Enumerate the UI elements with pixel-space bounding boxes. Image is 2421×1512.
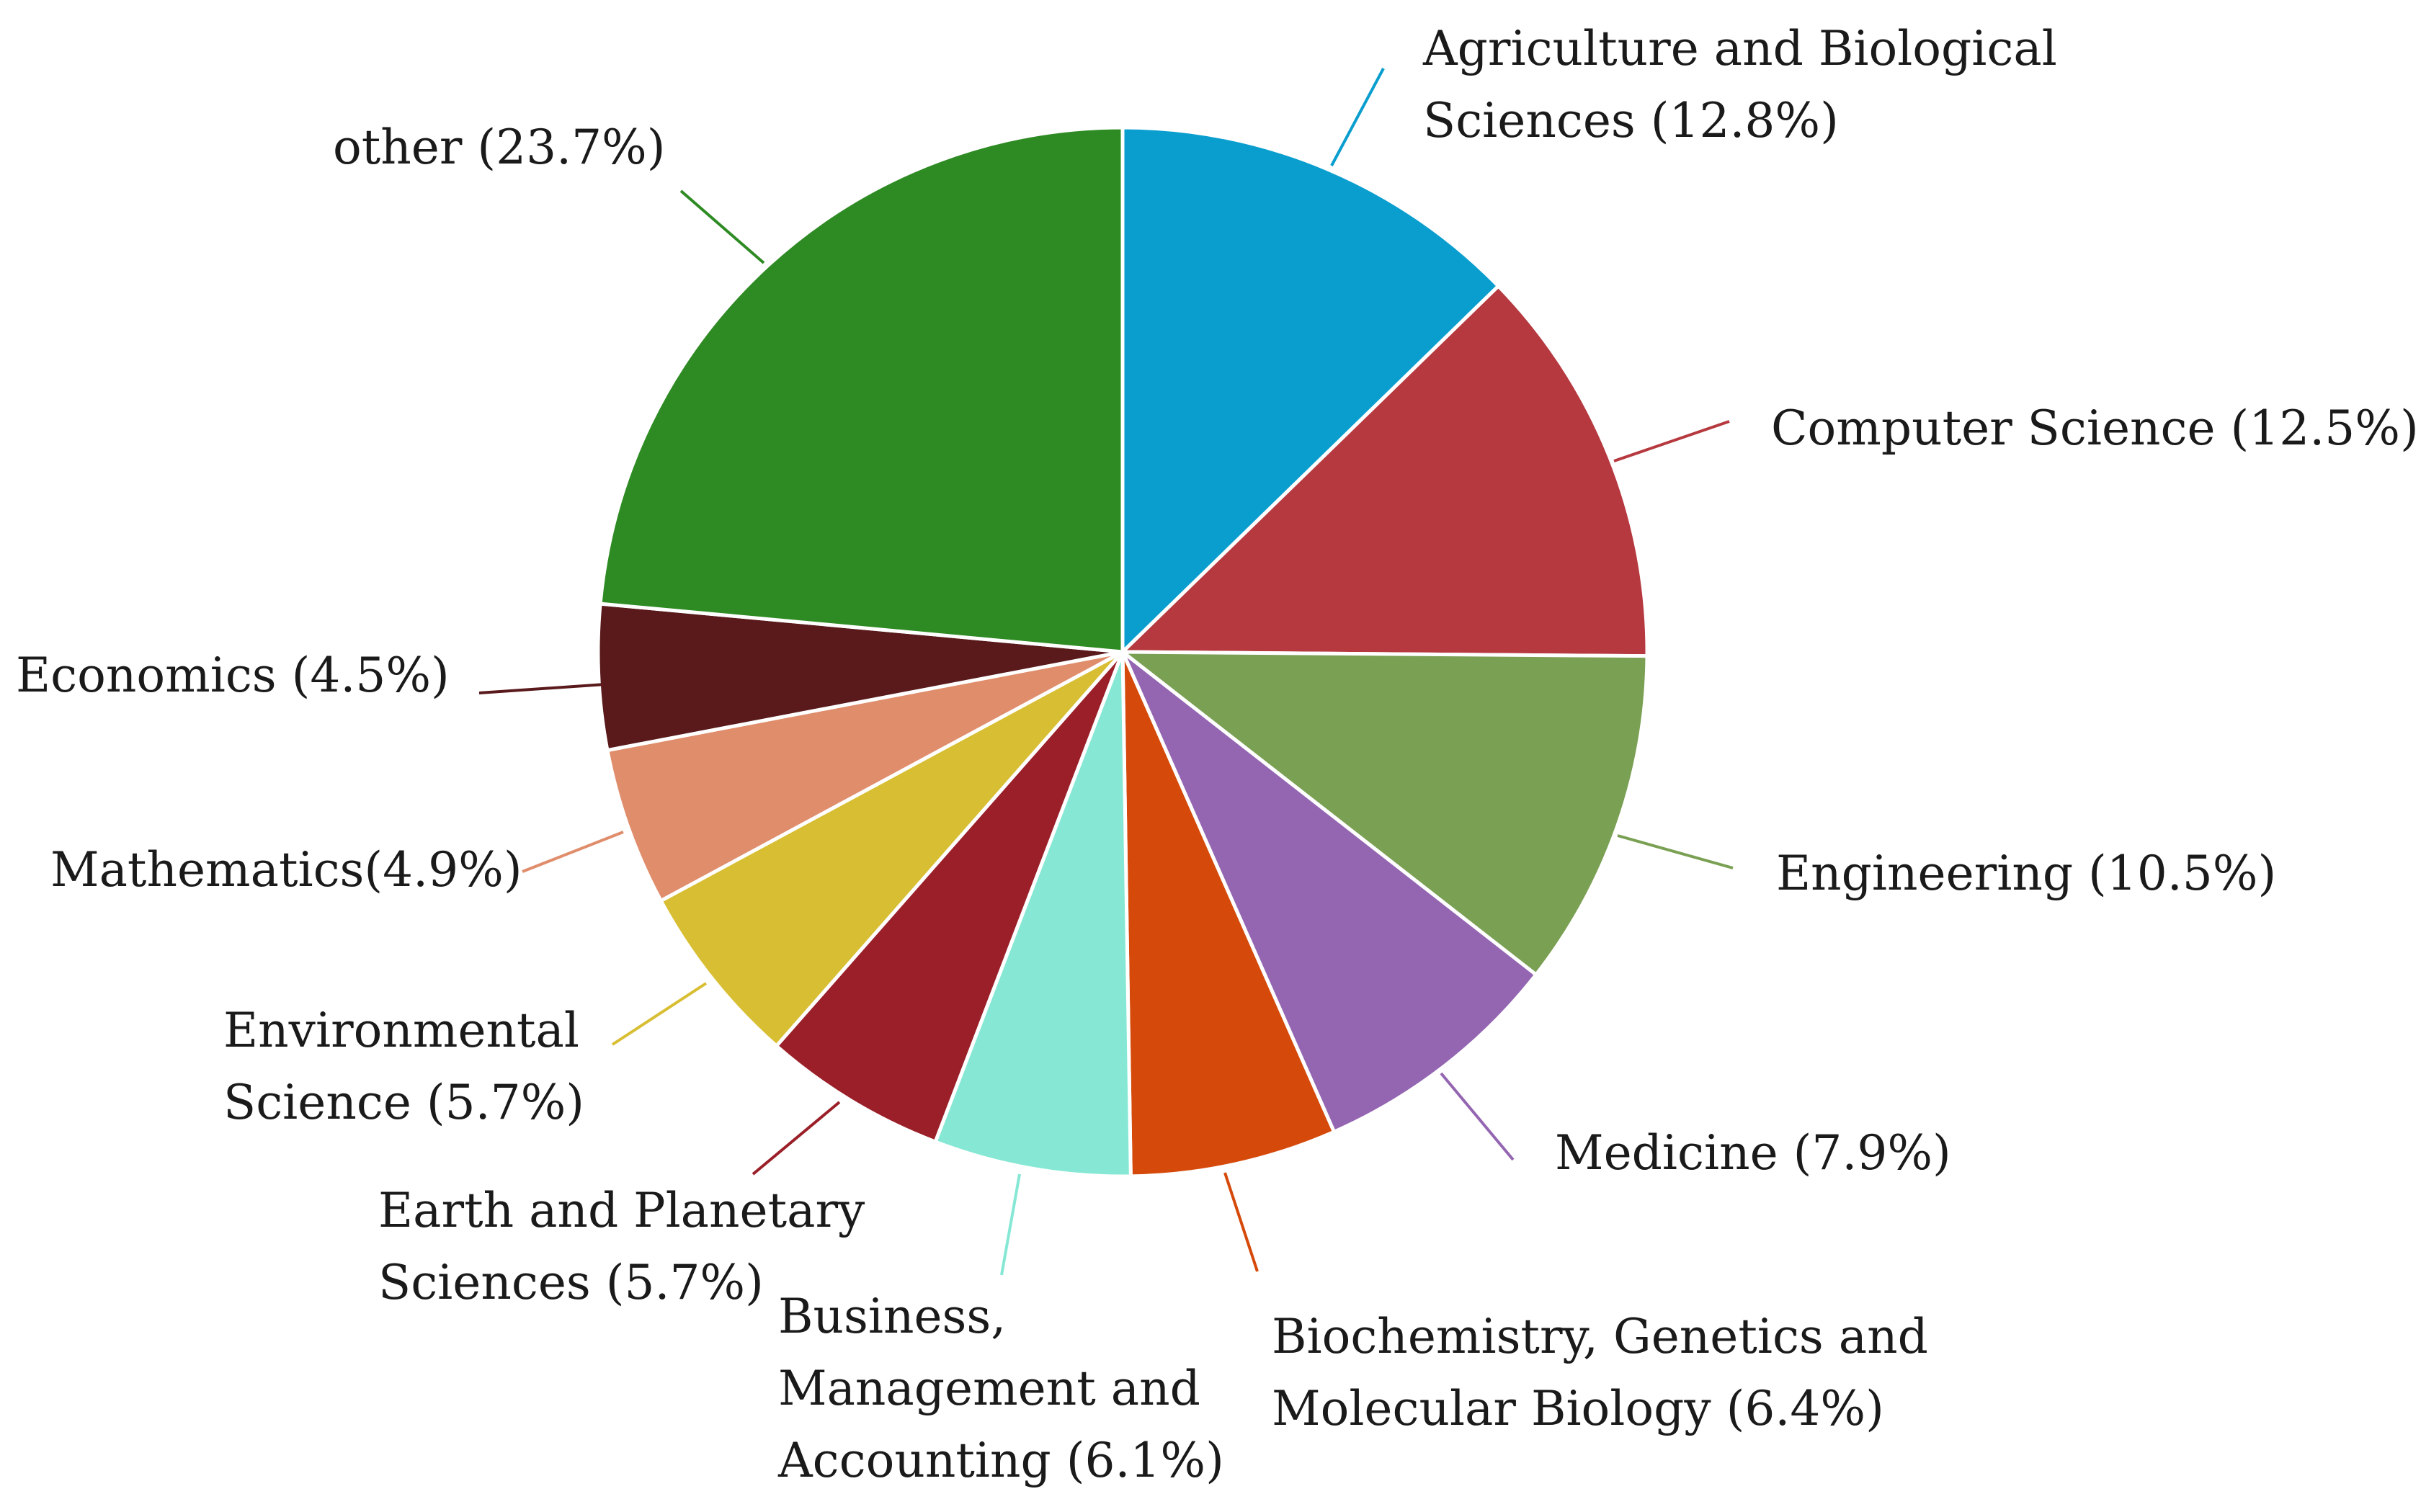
leader-line-5 bbox=[1000, 1173, 1021, 1276]
pie-slice-8 bbox=[605, 650, 1124, 903]
leader-line-7 bbox=[611, 982, 708, 1046]
slice-label-line: Business, bbox=[778, 1289, 1006, 1344]
slice-label-line: Engineering (10.5%) bbox=[1776, 846, 2276, 901]
slices-layer bbox=[596, 125, 1649, 1178]
leader-line-10 bbox=[679, 189, 765, 264]
slice-label-line: Economics (4.5%) bbox=[16, 648, 450, 703]
slice-label-line: Biochemistry, Genetics and bbox=[1272, 1309, 1928, 1364]
pie-slice-7 bbox=[658, 650, 1124, 1049]
slice-label-line: Environmental bbox=[223, 1003, 579, 1058]
leader-line-4 bbox=[1223, 1172, 1259, 1272]
slice-label-5: Business, Management and Accounting (6.1%) bbox=[777, 1289, 1224, 1488]
leader-line-6 bbox=[752, 1101, 841, 1176]
slice-label-8: Mathematics(4.9%) bbox=[50, 842, 522, 898]
slice-label-line: other (23.7%) bbox=[333, 120, 666, 175]
pie-slice-0 bbox=[1120, 125, 1502, 656]
leader-line-1 bbox=[1613, 420, 1730, 462]
leader-line-0 bbox=[1330, 68, 1385, 166]
slice-label-line: Accounting (6.1%) bbox=[777, 1433, 1224, 1488]
slice-label-6: Earth and Planetary Sciences (5.7%) bbox=[378, 1183, 865, 1310]
pie-slice-6 bbox=[774, 650, 1125, 1145]
slice-label-line: Computer Science (12.5%) bbox=[1771, 401, 2419, 456]
slice-label-line: Sciences (5.7%) bbox=[378, 1255, 764, 1310]
slice-label-line: Medicine (7.9%) bbox=[1555, 1125, 1951, 1181]
slice-label-10: other (23.7%) bbox=[333, 120, 666, 175]
slice-label-line: Sciences (12.8%) bbox=[1423, 93, 1839, 148]
slice-label-line: Science (5.7%) bbox=[223, 1075, 584, 1130]
leader-line-3 bbox=[1440, 1072, 1515, 1161]
slice-label-3: Medicine (7.9%) bbox=[1555, 1125, 1951, 1181]
leaders-layer bbox=[478, 68, 1734, 1276]
pie-slice-1 bbox=[1118, 283, 1649, 658]
pie-slice-3 bbox=[1120, 650, 1539, 1135]
slice-label-4: Biochemistry, Genetics and Molecular Biol… bbox=[1272, 1309, 1928, 1436]
slice-label-0: Agriculture and Biological Sciences (12.8… bbox=[1422, 21, 2057, 148]
slice-label-7: Environmental Science (5.7%) bbox=[223, 1003, 584, 1130]
slice-label-line: Mathematics(4.9%) bbox=[50, 842, 522, 898]
slice-label-line: Management and bbox=[778, 1361, 1200, 1416]
slice-label-line: Molecular Biology (6.4%) bbox=[1272, 1381, 1884, 1436]
pie-slice-4 bbox=[1120, 650, 1337, 1178]
slice-label-line: Earth and Planetary bbox=[378, 1183, 865, 1238]
labels-layer: Agriculture and Biological Sciences (12.8… bbox=[16, 21, 2419, 1488]
leader-line-9 bbox=[478, 683, 606, 694]
slice-label-9: Economics (4.5%) bbox=[16, 648, 450, 703]
slice-label-1: Computer Science (12.5%) bbox=[1771, 401, 2419, 456]
slice-label-line: Agriculture and Biological bbox=[1422, 21, 2057, 76]
slice-label-2: Engineering (10.5%) bbox=[1776, 846, 2276, 901]
leader-line-2 bbox=[1617, 834, 1734, 869]
leader-line-8 bbox=[522, 831, 624, 873]
pie-slice-2 bbox=[1117, 650, 1649, 978]
pie-slice-5 bbox=[932, 651, 1133, 1178]
pie-slice-10 bbox=[598, 125, 1125, 654]
